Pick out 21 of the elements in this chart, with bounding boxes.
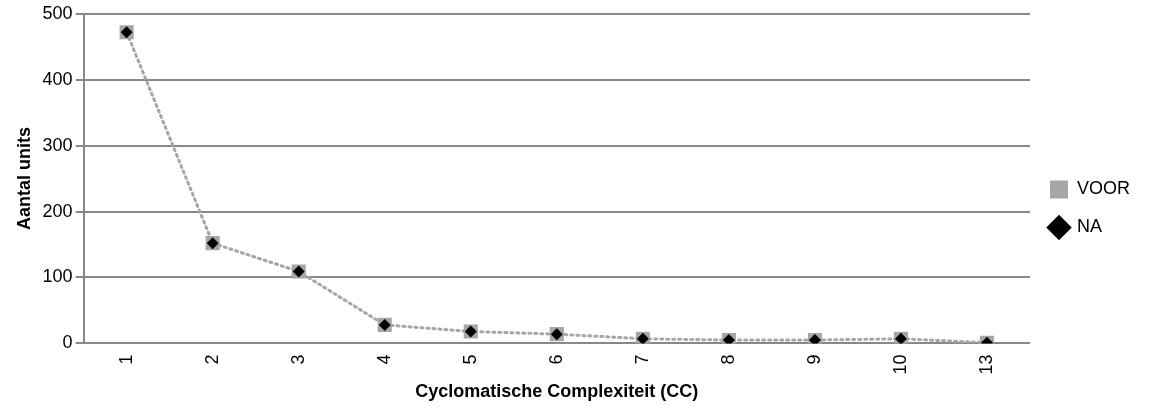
- x-tick-label: 1: [115, 354, 136, 365]
- x-tick-label: 2: [201, 354, 222, 365]
- x-tick-label: 5: [459, 354, 480, 365]
- y-tick-label: 400: [42, 68, 73, 89]
- y-tick-label: 300: [42, 134, 73, 155]
- y-tick-label: 200: [42, 200, 73, 221]
- x-tick-label: 13: [975, 354, 996, 375]
- x-tick-label: 6: [545, 354, 566, 365]
- x-tick-label: 7: [631, 354, 652, 365]
- y-tick-label: 100: [42, 266, 73, 287]
- x-tick-label: 3: [287, 354, 308, 365]
- x-tick-label: 8: [717, 354, 738, 365]
- x-tick-label: 4: [373, 354, 394, 365]
- x-tick-label: 9: [803, 354, 824, 365]
- y-tick-label: 500: [42, 2, 73, 23]
- y-axis-title: Aantal units: [13, 127, 34, 231]
- x-tick-label: 10: [889, 354, 910, 375]
- legend-label: NA: [1076, 216, 1103, 237]
- y-tick-label: 0: [62, 332, 73, 353]
- legend-label: VOOR: [1076, 178, 1131, 199]
- x-axis-title: Cyclomatische Complexiteit (CC): [415, 381, 699, 402]
